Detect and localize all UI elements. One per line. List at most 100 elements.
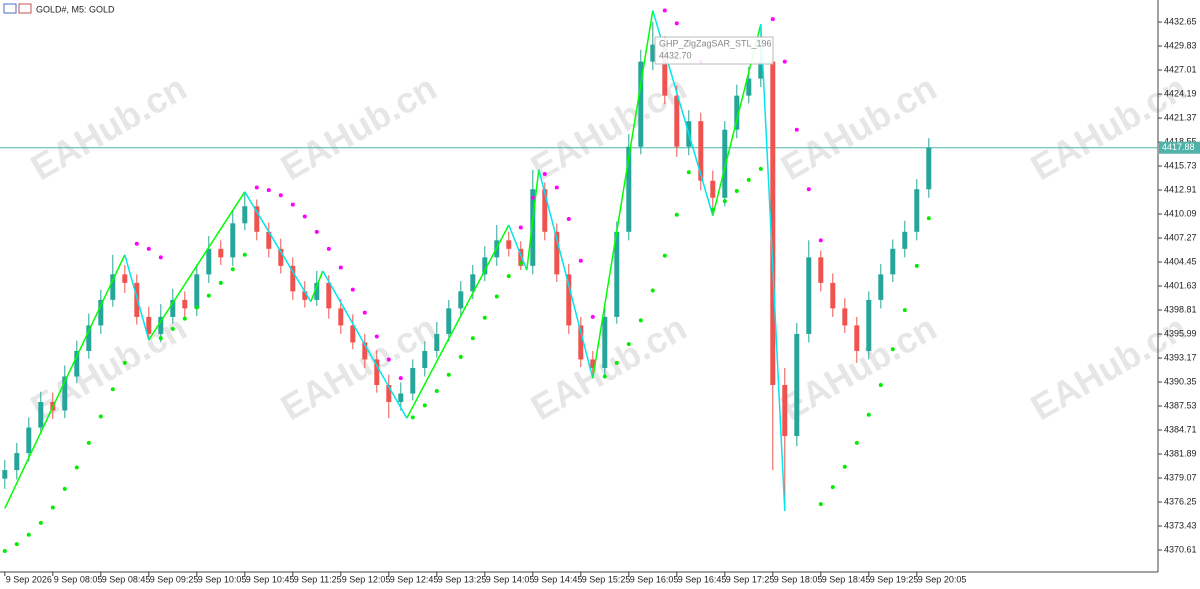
candle-body — [746, 78, 752, 96]
sar-dot — [794, 127, 799, 132]
x-tick-label: 9 Sep 09:25 — [150, 574, 199, 584]
x-tick-label: 9 Sep 18:05 — [774, 574, 823, 584]
zigzag-segment — [526, 169, 540, 271]
candle-body — [590, 359, 596, 368]
sar-dot — [434, 388, 439, 393]
x-tick-label: 9 Sep 20:05 — [918, 574, 967, 584]
sar-dot — [770, 17, 775, 22]
y-tick-label: 4424.19 — [1164, 88, 1197, 98]
candle-body — [674, 95, 680, 147]
sar-dot — [818, 238, 823, 243]
sar-dot — [278, 193, 283, 198]
x-tick-label: 9 Sep 08:05 — [54, 574, 103, 584]
candle-body — [806, 257, 812, 334]
candle-body — [926, 147, 932, 190]
sar-dot — [134, 241, 139, 246]
candle-body — [254, 206, 260, 232]
zigzag-segment — [124, 254, 150, 341]
candle-body — [614, 231, 620, 317]
sar-dot — [818, 502, 823, 507]
sar-dot — [158, 336, 163, 341]
symbol-icon — [18, 3, 32, 14]
sar-dot — [530, 195, 535, 200]
candle-body — [854, 325, 860, 351]
sar-dot — [446, 372, 451, 377]
sar-dot — [710, 207, 715, 212]
sar-dot — [14, 542, 19, 547]
sar-dot — [662, 8, 667, 13]
sar-dot — [182, 316, 187, 321]
sar-dot — [614, 360, 619, 365]
y-tick-label: 4379.07 — [1164, 472, 1197, 482]
candle-body — [878, 274, 884, 300]
candle-body — [278, 248, 284, 266]
y-tick-label: 4407.27 — [1164, 232, 1197, 242]
zigzag-segment — [322, 270, 408, 419]
tooltip-value: 4432.70 — [659, 50, 692, 60]
sar-dot — [170, 326, 175, 331]
sar-dot — [266, 188, 271, 193]
sar-dot — [734, 188, 739, 193]
x-tick-label: 9 Sep 14:45 — [534, 574, 583, 584]
candle-body — [422, 350, 428, 368]
candle-body — [458, 291, 464, 309]
sar-dot — [386, 357, 391, 362]
sar-dot — [674, 21, 679, 26]
sar-dot — [146, 246, 151, 251]
candle-body — [326, 282, 332, 309]
candle-body — [722, 129, 728, 198]
x-tick-label: 9 Sep 19:25 — [870, 574, 919, 584]
sar-dot — [626, 342, 631, 347]
sar-dot — [470, 336, 475, 341]
y-tick-label: 4384.71 — [1164, 424, 1197, 434]
sar-dot — [50, 505, 55, 510]
candle-body — [866, 299, 872, 351]
y-tick-label: 4401.63 — [1164, 280, 1197, 290]
sar-dot — [326, 246, 331, 251]
zigzag-segment — [4, 254, 126, 509]
zigzag-segment — [508, 224, 528, 271]
sar-dot — [290, 202, 295, 207]
candle-body — [182, 299, 188, 309]
y-tick-label: 4410.09 — [1164, 208, 1197, 218]
y-tick-label: 4393.17 — [1164, 352, 1197, 362]
sar-dot — [422, 403, 427, 408]
sar-dot — [38, 520, 43, 525]
candle-body — [770, 61, 776, 385]
candle-body — [2, 470, 8, 479]
x-tick-label: 9 Sep 10:45 — [246, 574, 295, 584]
candle-body — [98, 299, 104, 326]
sar-dot — [746, 177, 751, 182]
candle-body — [902, 231, 908, 249]
y-tick-label: 4432.65 — [1164, 16, 1197, 26]
candle-body — [146, 316, 152, 334]
y-tick-label: 4412.91 — [1164, 184, 1197, 194]
sar-dot — [806, 187, 811, 192]
y-tick-label: 4421.37 — [1164, 112, 1197, 122]
sar-dot — [110, 387, 115, 392]
y-tick-label: 4395.99 — [1164, 328, 1197, 338]
candle-body — [662, 44, 668, 96]
zigzag-segment — [592, 10, 654, 379]
candle-body — [122, 274, 128, 283]
sar-dot — [98, 414, 103, 419]
x-tick-label: 9 Sep 10:05 — [198, 574, 247, 584]
candle-body — [434, 333, 440, 351]
sar-dot — [230, 267, 235, 272]
candle-body — [602, 316, 608, 368]
sar-dot — [578, 258, 583, 263]
sar-dot — [254, 185, 259, 190]
candle-body — [158, 316, 164, 334]
sar-dot — [554, 185, 559, 190]
y-tick-label: 4376.25 — [1164, 496, 1197, 506]
sar-dot — [674, 212, 679, 217]
x-tick-label: 9 Sep 14:05 — [486, 574, 535, 584]
candle-body — [530, 189, 536, 266]
candle-body — [110, 274, 116, 300]
candle-body — [650, 44, 656, 62]
sar-dot — [494, 294, 499, 299]
sar-dot — [26, 532, 31, 537]
sar-dot — [482, 315, 487, 320]
sar-dot — [518, 261, 523, 266]
